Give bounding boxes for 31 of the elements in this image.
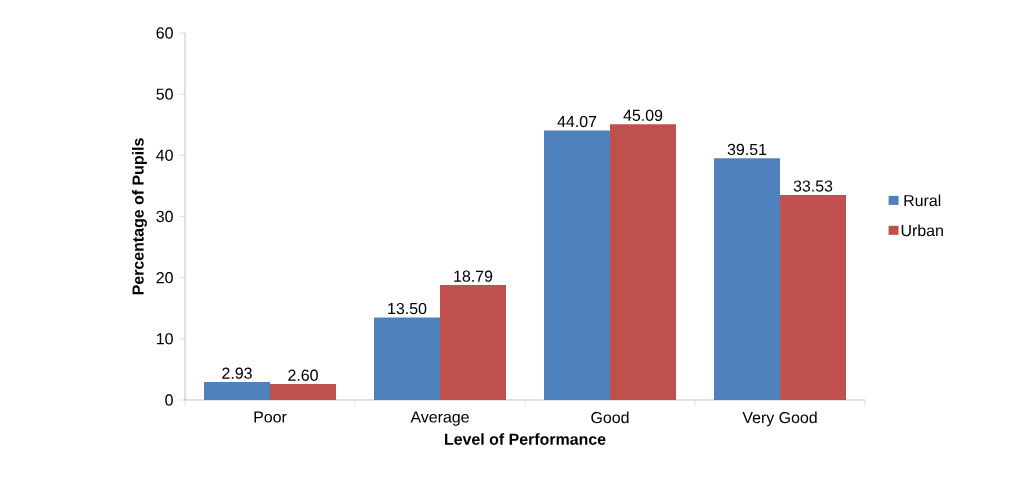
bar [374,317,441,400]
y-tick-label: 60 [156,27,173,39]
y-axis-title: Percentage of Pupils [132,138,147,295]
x-tick-label: Very Good [742,411,817,427]
y-tick-label: 30 [156,210,173,223]
y-tick-label: 40 [156,149,173,161]
data-label: 13.50 [388,302,427,315]
data-label: 18.79 [454,270,493,282]
data-label: 45.09 [623,109,663,121]
bar [544,130,611,400]
legend-label: Rural [904,194,941,207]
x-tick-label: Poor [254,411,287,423]
data-label: 39.51 [727,143,767,156]
legend-label: Urban [901,224,943,237]
data-label: 2.93 [222,367,252,379]
y-tick-label: 0 [165,394,173,406]
data-label: 44.07 [557,115,597,128]
y-tick-label: 10 [156,333,173,345]
x-tick-label: Average [410,411,469,426]
data-label: 2.60 [288,369,318,381]
data-label: 33.53 [793,180,833,192]
bar [440,285,507,400]
bar [270,384,337,400]
bar [610,124,677,400]
bar [714,158,781,400]
x-axis-title: Level of Performance [445,433,606,445]
bar [204,382,271,400]
bar [780,194,847,400]
y-tick-label: 20 [156,272,173,284]
x-tick-label: Good [591,411,629,424]
y-tick-label: 50 [156,88,173,100]
